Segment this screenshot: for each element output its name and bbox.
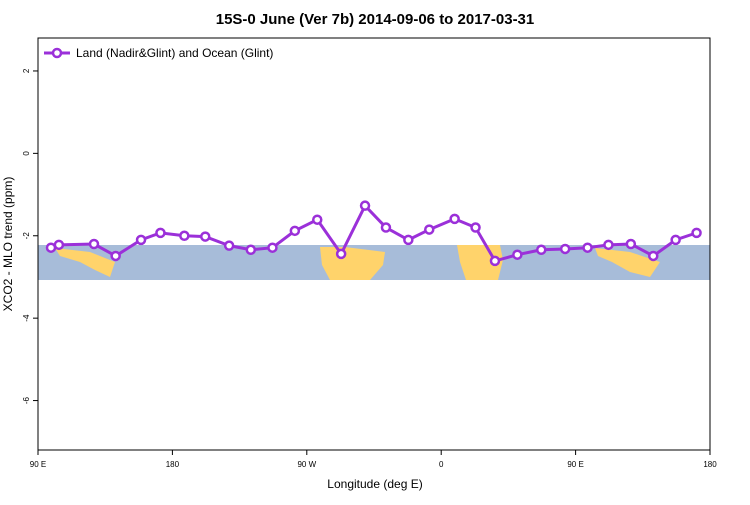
legend-marker — [51, 47, 63, 59]
data-point — [267, 242, 278, 253]
data-point — [312, 214, 323, 225]
data-point — [200, 231, 211, 242]
x-tick-label: 180 — [703, 460, 717, 469]
data-point — [359, 200, 371, 211]
data-point — [380, 222, 392, 233]
data-point — [625, 238, 637, 250]
x-tick-label: 90 E — [567, 460, 583, 469]
data-point — [135, 234, 147, 246]
data-point — [670, 234, 681, 246]
data-point — [179, 230, 190, 242]
x-tick-label: 180 — [166, 460, 180, 469]
x-tick-label: 90 W — [297, 460, 316, 469]
chart-title: 15S-0 June (Ver 7b) 2014-09-06 to 2017-0… — [216, 11, 535, 28]
y-tick-label: -4 — [22, 314, 31, 322]
plot-frame — [37, 37, 711, 451]
data-point — [512, 249, 523, 260]
data-point — [289, 225, 301, 237]
y-tick-label: -2 — [22, 232, 31, 240]
data-point — [449, 213, 460, 225]
y-tick-label: -6 — [22, 396, 31, 404]
data-point — [691, 227, 702, 239]
data-point — [223, 240, 235, 251]
y-tick-label: 2 — [22, 68, 31, 73]
data-point — [489, 255, 501, 267]
data-point — [582, 242, 593, 253]
x-axis-label: Longitude (deg E) — [327, 477, 422, 491]
data-point — [155, 227, 166, 239]
data-point — [53, 239, 65, 251]
data-point — [603, 239, 614, 251]
data-point — [110, 250, 121, 262]
data-point — [536, 244, 547, 256]
data-point — [403, 234, 414, 246]
data-point — [245, 244, 257, 256]
data-point — [559, 243, 571, 255]
y-axis-label: XCO2 - MLO trend (ppm) — [1, 177, 15, 312]
x-tick-label: 90 E — [30, 460, 46, 469]
map-strip — [38, 245, 710, 280]
data-point — [648, 250, 659, 262]
x-tick-label: 0 — [439, 460, 444, 469]
legend-label: Land (Nadir&Glint) and Ocean (Glint) — [76, 46, 273, 60]
data-point — [470, 222, 481, 233]
data-point — [335, 248, 347, 260]
y-tick-label: 0 — [22, 151, 31, 156]
data-point — [88, 238, 100, 250]
data-point — [424, 224, 435, 235]
